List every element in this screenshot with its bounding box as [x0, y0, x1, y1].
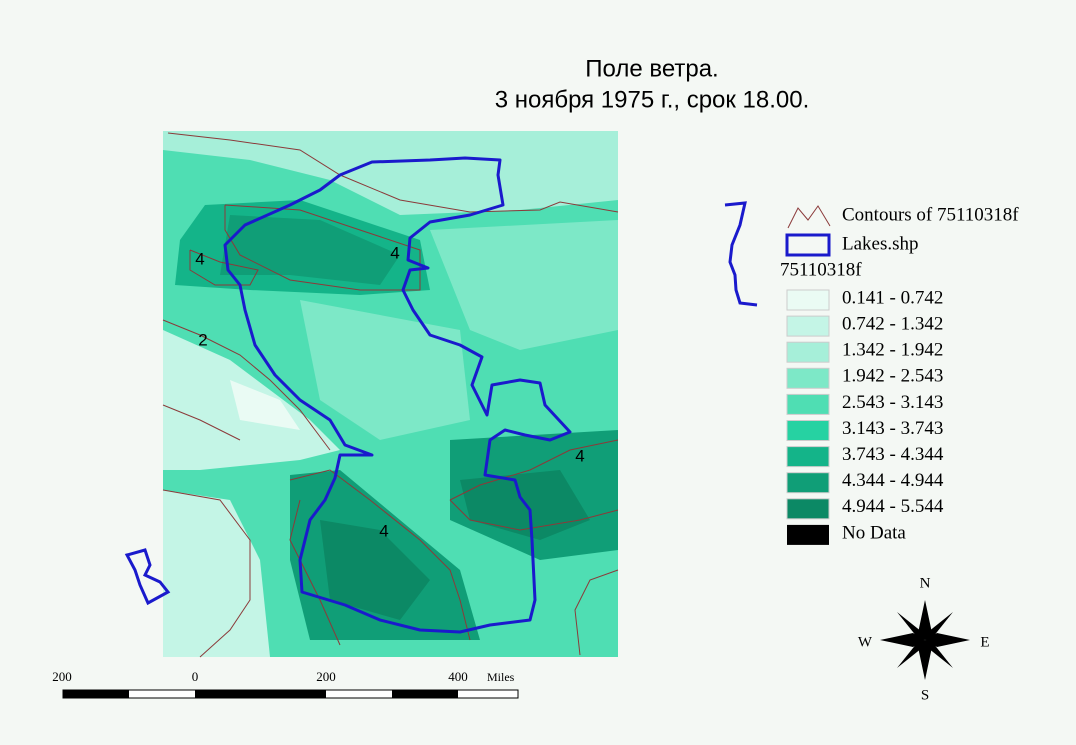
- legend-label: 0.742 - 1.342: [842, 313, 943, 334]
- contour-line: [449, 499, 619, 531]
- contour-line: [224, 204, 421, 291]
- legend-contours: Contours of 75110318f: [842, 204, 1019, 225]
- compass-arm: [925, 633, 970, 647]
- contour-label: 4: [575, 446, 584, 465]
- raster-zone: [230, 380, 300, 430]
- contour-line: [162, 404, 241, 441]
- legend-swatch: [786, 498, 830, 520]
- compass-arm: [880, 633, 925, 647]
- scale-label: 400: [448, 669, 468, 684]
- contour-line: [289, 469, 471, 641]
- contour-line: [289, 499, 341, 646]
- compass-arm: [918, 640, 932, 680]
- lake: [223, 156, 572, 634]
- compass-arm: [925, 612, 953, 640]
- legend-label: 4.344 - 4.944: [842, 470, 944, 491]
- scale-bar: 200 0 200 400 Miles: [52, 669, 519, 699]
- compass-arm: [925, 640, 953, 668]
- legend-lake-icon: [785, 233, 831, 257]
- scale-segment: [63, 690, 129, 698]
- legend: Contours of 75110318f Lakes.shp 75110318…: [724, 201, 1019, 545]
- scale-label: 200: [316, 669, 336, 684]
- scale-segment: [392, 690, 458, 698]
- raster-zone: [300, 300, 470, 440]
- scale-label: 0: [192, 669, 199, 684]
- title-line: 3 ноября 1975 г., срок 18.00.: [495, 86, 810, 113]
- legend-lakes: Lakes.shp: [842, 233, 919, 254]
- legend-swatch: [786, 289, 830, 311]
- contour-line: [167, 132, 619, 213]
- raster-zone: [163, 131, 618, 215]
- map: 4 4 2 4 4: [124, 131, 619, 658]
- legend-label: 0.141 - 0.742: [842, 287, 943, 308]
- legend-label: No Data: [842, 522, 906, 543]
- scale-segment: [195, 690, 326, 698]
- compass-s: S: [921, 687, 929, 703]
- legend-swatch: [786, 446, 830, 468]
- legend-label: 1.942 - 2.543: [842, 366, 943, 387]
- legend-label: 4.944 - 5.544: [842, 496, 944, 517]
- contour-label: 4: [390, 243, 399, 262]
- contour-label: 4: [379, 521, 388, 540]
- compass-e: E: [980, 634, 989, 650]
- raster-zone: [320, 520, 430, 620]
- legend-label: 3.143 - 3.743: [842, 418, 943, 439]
- legend-swatch: [786, 472, 830, 494]
- raster-zone: [430, 220, 618, 350]
- contour-line: [162, 319, 331, 451]
- compass-arm: [897, 640, 925, 668]
- contour-line: [162, 489, 251, 658]
- lake: [124, 548, 171, 606]
- contour-line: [449, 439, 619, 501]
- compass-w: W: [858, 634, 873, 650]
- contour-line: [574, 569, 619, 656]
- legend-swatch: [787, 524, 829, 545]
- contour-line: [189, 249, 259, 286]
- scale-label: 200: [52, 669, 72, 684]
- compass-n: N: [920, 575, 931, 591]
- contour-label: 4: [195, 249, 204, 268]
- compass: N S W E: [858, 575, 990, 703]
- legend-label: 1.342 - 1.942: [842, 340, 943, 361]
- legend-swatch: [786, 315, 830, 337]
- legend-swatch: [786, 341, 830, 363]
- legend-lake-fragment: [724, 201, 758, 307]
- legend-swatch: [786, 367, 830, 389]
- legend-contour-icon: [787, 205, 831, 229]
- legend-grid-name: 75110318f: [780, 259, 862, 280]
- compass-arm: [897, 612, 925, 640]
- legend-swatch: [786, 393, 830, 415]
- legend-swatch: [786, 420, 830, 441]
- title-line: Поле ветра.: [585, 55, 718, 82]
- compass-arm: [918, 600, 932, 640]
- scale-unit: Miles: [487, 670, 515, 684]
- legend-label: 3.743 - 4.344: [842, 444, 944, 465]
- legend-label: 2.543 - 3.143: [842, 392, 943, 413]
- contour-label: 2: [198, 330, 207, 349]
